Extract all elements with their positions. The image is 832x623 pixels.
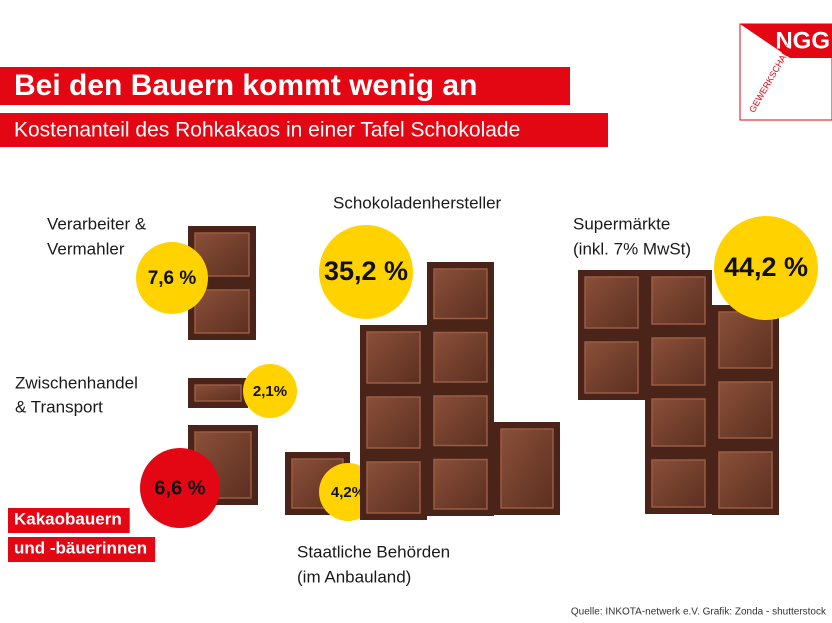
chocolate-piece-face (584, 276, 639, 329)
category-label: Verarbeiter & (47, 214, 147, 233)
category-label: (im Anbauland) (297, 567, 411, 586)
chocolate-piece-face (718, 311, 773, 369)
value-circle (136, 242, 208, 314)
chocolate-piece-face (433, 331, 488, 383)
category-label: Kakaobauern (14, 509, 122, 528)
chocolate-piece-face (194, 384, 242, 402)
value-circle (319, 225, 413, 319)
logo-name: NGG (775, 27, 830, 54)
subtitle-band (0, 113, 608, 147)
chocolate-piece-face (651, 276, 706, 325)
logo: NGG GEWERKSCHAFT (739, 23, 832, 121)
chocolate-piece-face (584, 341, 639, 394)
chocolate-piece-face (433, 395, 488, 447)
chocolate-piece-face (651, 459, 706, 508)
chocolate-piece-face (366, 331, 421, 384)
category-label-band (8, 537, 156, 562)
chocolate-piece-face (433, 268, 488, 320)
category-label: Schokoladenhersteller (333, 193, 502, 212)
chart-subtitle: Kostenanteil des Rohkakaos in einer Tafe… (14, 119, 520, 142)
value-circle (243, 364, 297, 418)
category-label: Zwischenhandel (15, 373, 138, 392)
chocolate-piece-face (718, 381, 773, 439)
value-label: 2,1% (253, 383, 287, 400)
category-label: und -bäuerinnen (14, 538, 147, 557)
chocolate-piece-face (366, 461, 421, 514)
chocolate-piece-face (500, 428, 554, 509)
value-circle (140, 448, 220, 528)
category-label: Vermahler (47, 239, 125, 258)
category-label: & Transport (15, 397, 103, 416)
category-label: Supermärkte (573, 214, 670, 233)
chart-title: Bei den Bauern kommt wenig an (14, 69, 477, 102)
value-label: 6,6 % (154, 477, 205, 499)
value-label: 35,2 % (324, 256, 408, 286)
value-circle (714, 216, 818, 320)
category-label-band (8, 508, 130, 533)
chocolate-piece-face (433, 458, 488, 510)
source: Quelle: INKOTA-netwerk e.V. Grafik: Zond… (571, 607, 827, 618)
category-label: Staatliche Behörden (297, 542, 450, 561)
category-label: (inkl. 7% MwSt) (573, 239, 691, 258)
title-band (0, 67, 570, 105)
chocolate-piece-face (366, 396, 421, 449)
value-label: 44,2 % (724, 252, 808, 282)
value-label: 4,2% (331, 484, 365, 501)
chocolate-piece-face (651, 398, 706, 447)
chocolate-piece-face (651, 337, 706, 386)
chocolate-piece-face (718, 451, 773, 509)
value-label: 7,6 % (148, 268, 197, 289)
chocolate-piece-face (194, 289, 250, 334)
